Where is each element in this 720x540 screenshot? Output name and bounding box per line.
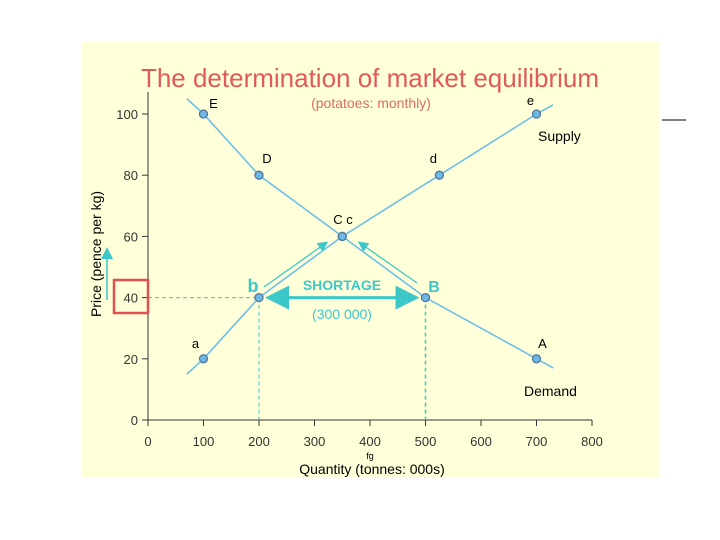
point-c bbox=[337, 231, 347, 242]
stray-text: fg bbox=[366, 451, 374, 461]
x-tick-label: 100 bbox=[193, 434, 215, 449]
point-E bbox=[198, 109, 209, 119]
x-tick-label: 500 bbox=[415, 434, 437, 449]
y-tick-label: 0 bbox=[131, 413, 138, 428]
y-tick-label: 20 bbox=[124, 352, 138, 367]
demand-curve bbox=[186, 98, 554, 369]
point-label-a: a bbox=[192, 336, 200, 351]
shortage-amount: (300 000) bbox=[312, 306, 372, 322]
chart-subtitle: (potatoes: monthly) bbox=[311, 95, 431, 111]
x-tick-label: 200 bbox=[248, 434, 270, 449]
shortage-label: SHORTAGE bbox=[303, 277, 381, 293]
y-tick-label: 80 bbox=[124, 168, 138, 183]
highlight-box bbox=[112, 278, 150, 315]
point-label-d: d bbox=[430, 151, 437, 166]
x-tick-label: 300 bbox=[304, 434, 326, 449]
chart-panel bbox=[82, 42, 660, 477]
y-tick-label: 100 bbox=[116, 107, 138, 122]
demand-label: Demand bbox=[524, 383, 577, 399]
point-b-label: b bbox=[248, 276, 259, 296]
chart-title: The determination of market equilibrium bbox=[141, 63, 599, 93]
point-label-E: E bbox=[209, 96, 218, 111]
y-axis-label: Price (pence per kg) bbox=[88, 191, 104, 317]
point-a bbox=[198, 354, 209, 364]
point-B-label: B bbox=[428, 279, 440, 296]
point-e bbox=[531, 109, 542, 119]
supply-curve bbox=[186, 104, 554, 375]
supply-label: Supply bbox=[538, 128, 581, 144]
point-label-e: e bbox=[527, 93, 534, 108]
y-tick-label: 40 bbox=[124, 291, 138, 306]
price-rise-arrow-supply bbox=[263, 241, 329, 288]
x-axis-label: Quantity (tonnes: 000s) bbox=[299, 461, 445, 477]
x-tick-label: 800 bbox=[581, 434, 603, 449]
point-A bbox=[531, 354, 542, 364]
x-tick-label: 600 bbox=[470, 434, 492, 449]
equilibrium-label: C c bbox=[333, 212, 353, 227]
x-tick-label: 0 bbox=[144, 434, 151, 449]
point-D bbox=[254, 170, 264, 180]
x-tick-label: 700 bbox=[526, 434, 548, 449]
point-d bbox=[434, 170, 445, 180]
x-tick-label: 400 bbox=[359, 434, 381, 449]
point-label-D: D bbox=[262, 151, 271, 166]
price-rise-arrow-demand bbox=[357, 241, 418, 284]
y-tick-label: 60 bbox=[124, 229, 138, 244]
point-b bbox=[254, 292, 264, 303]
point-B bbox=[420, 292, 431, 303]
point-label-A: A bbox=[538, 336, 547, 351]
